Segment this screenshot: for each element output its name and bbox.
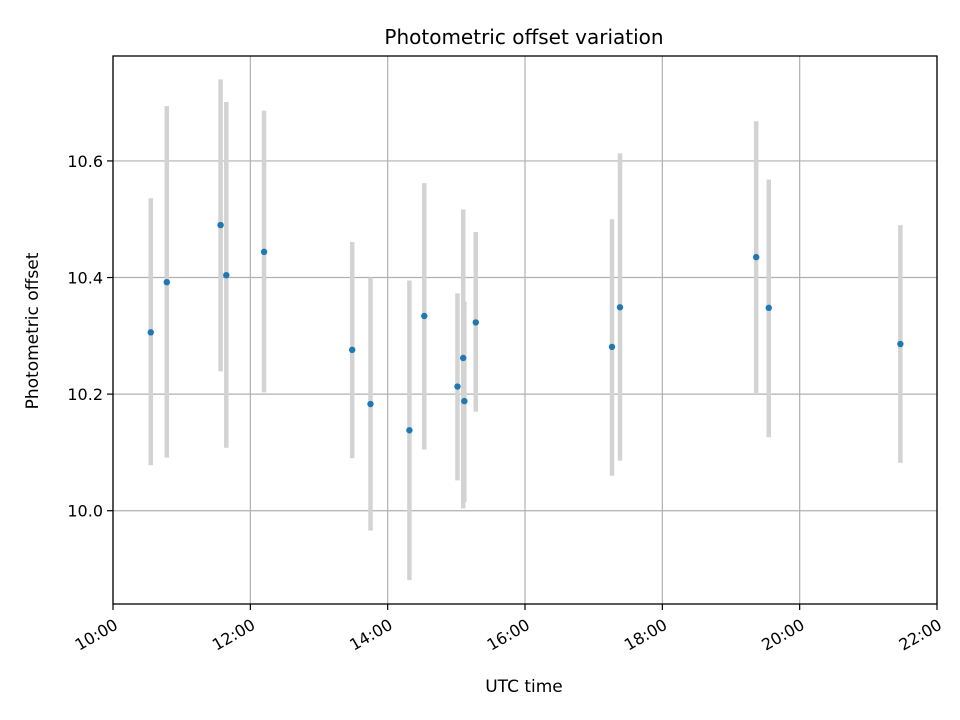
data-point bbox=[217, 221, 224, 229]
data-points bbox=[147, 221, 904, 434]
data-point bbox=[897, 340, 904, 348]
y-axis-label: Photometric offset bbox=[23, 252, 43, 409]
data-point bbox=[367, 400, 374, 408]
data-point bbox=[608, 343, 616, 351]
data-point bbox=[348, 346, 356, 354]
x-axis-label: UTC time bbox=[485, 677, 563, 697]
data-point bbox=[752, 253, 760, 261]
data-point bbox=[461, 397, 468, 405]
data-point bbox=[147, 329, 154, 336]
data-point bbox=[406, 427, 413, 434]
y-tick-label: 10.6 bbox=[67, 152, 103, 171]
data-point bbox=[421, 312, 428, 320]
data-point bbox=[472, 319, 479, 326]
y-tick-label: 10.2 bbox=[67, 385, 103, 404]
data-point bbox=[163, 278, 170, 286]
data-point bbox=[616, 304, 624, 311]
data-point bbox=[765, 304, 772, 312]
data-point bbox=[223, 272, 230, 279]
grid bbox=[112, 56, 938, 604]
data-point bbox=[460, 354, 467, 362]
data-point bbox=[260, 248, 268, 256]
y-axis-ticks: 10.0 10.2 10.4 10.6 bbox=[67, 152, 113, 521]
y-tick-label: 10.4 bbox=[67, 269, 103, 288]
data-point bbox=[454, 383, 461, 390]
chart-title: Photometric offset variation bbox=[384, 25, 663, 49]
y-tick-label: 10.0 bbox=[67, 502, 103, 521]
